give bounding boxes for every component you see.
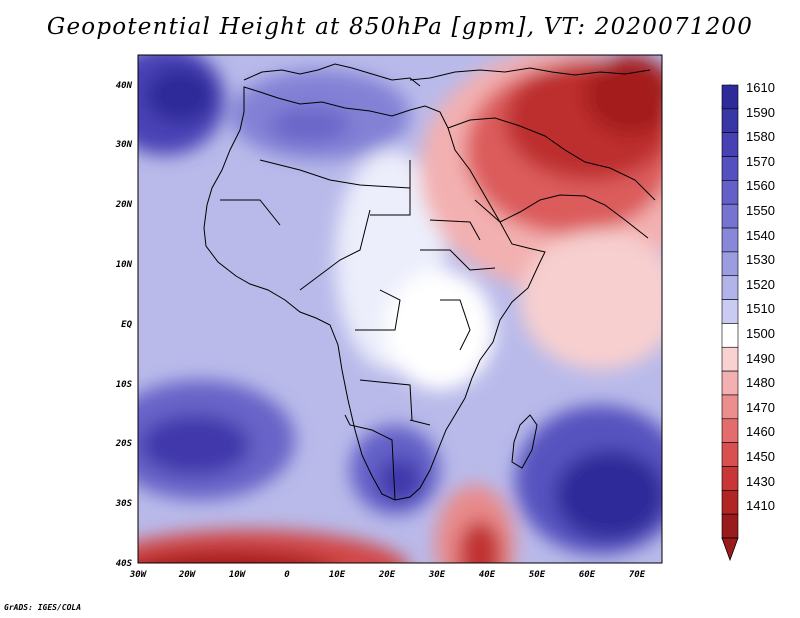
colorbar-cell [721,275,739,300]
lon-tick-label: 60E [579,570,596,580]
height-field [138,55,662,563]
lon-tick-label: 40E [479,570,496,580]
map-title: Geopotential Height at 850hPa [gpm], VT:… [46,14,754,40]
colorbar-label: 1410 [746,498,775,513]
colorbar-cell [721,251,739,277]
lat-tick-label: 20N [115,200,133,210]
lon-tick-label: 30E [428,570,446,580]
lat-tick-label: EQ [121,320,132,330]
colorbar-label: 1560 [746,178,775,193]
lat-tick-label: 30S [115,499,133,509]
colorbar-cell [721,513,739,539]
lat-tick-labels: 40N 30N 20N 10N EQ 10S 20S 30S 40S [115,81,133,569]
colorbar-cell [721,466,739,491]
lon-tick-label: 20W [178,570,197,580]
colorbar-cell [721,84,739,110]
lat-tick-label: 10S [116,380,133,390]
colorbar-cell [721,227,739,253]
lon-tick-label: 70E [629,570,646,580]
colorbar-bottom-arrow [721,537,739,562]
colorbar-cell [721,299,739,324]
lon-tick-label: 10W [229,570,247,580]
colorbar-label: 1550 [746,203,775,218]
software-credit: GrADS: IGES/COLA [4,603,82,612]
colorbar-labels: 1610 1590 1580 1570 1560 1550 1540 1530 … [746,80,775,513]
colorbar-cell [721,203,739,229]
lat-tick-label: 40S [116,559,133,569]
lon-tick-label: 20E [378,570,396,580]
lat-tick-label: 20S [115,439,133,449]
colorbar-cell [721,490,739,515]
colorbar-cell [721,132,739,157]
colorbar-label: 1480 [746,375,775,390]
lat-tick-label: 40N [116,81,133,91]
lat-tick-label: 10N [116,260,133,270]
colorbar-cell [721,394,739,420]
colorbar-label: 1520 [746,277,775,292]
colorbar-label: 1430 [746,474,775,489]
colorbar-cell [721,346,739,372]
colorbar-cells [721,84,739,539]
colorbar-cell [721,180,739,205]
plot-frame [137,54,663,564]
colorbar-label: 1610 [746,80,775,95]
colorbar-cell [721,418,739,443]
lon-tick-label: 30W [129,570,148,580]
lon-tick-label: 0 [284,570,290,580]
lon-tick-labels: 30W 20W 10W 0 10E 20E 30E 40E 50E 60E 70… [129,570,646,580]
colorbar-cell [721,108,739,133]
colorbar [721,83,739,562]
lat-tick-label: 30N [115,140,133,150]
colorbar-label: 1500 [746,326,775,341]
colorbar-label: 1570 [746,154,775,169]
lon-tick-label: 10E [329,570,346,580]
colorbar-cell [721,156,739,181]
colorbar-label: 1580 [746,129,775,144]
colorbar-label: 1510 [746,301,775,316]
colorbar-cell [721,442,739,467]
colorbar-label: 1460 [746,424,775,439]
colorbar-label: 1450 [746,449,775,464]
colorbar-label: 1530 [746,252,775,267]
colorbar-cell [721,370,739,396]
colorbar-label: 1490 [746,351,775,366]
coastlines [203,63,656,501]
lon-tick-label: 50E [529,570,546,580]
colorbar-label: 1470 [746,400,775,415]
colorbar-cell [721,323,739,348]
colorbar-label: 1590 [746,105,775,120]
colorbar-label: 1540 [746,228,775,243]
